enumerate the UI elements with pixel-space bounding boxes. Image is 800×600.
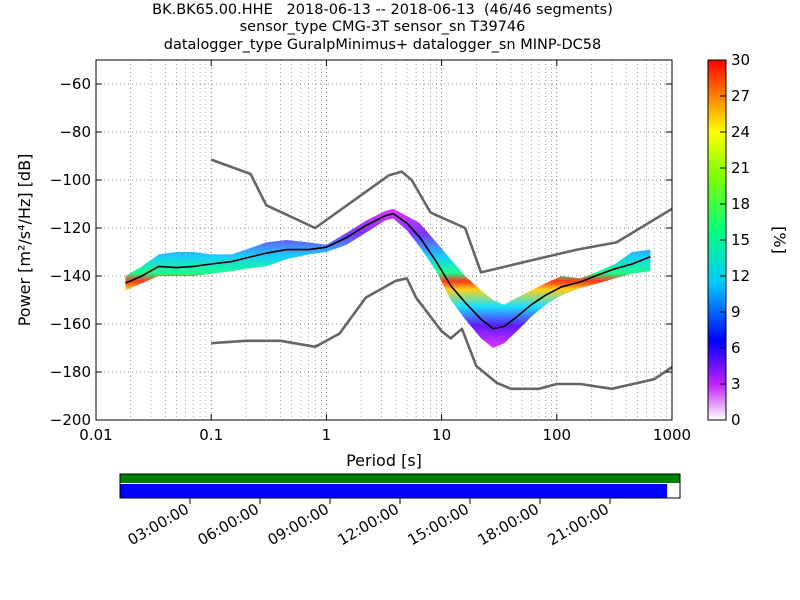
x-tick-label: 1000 bbox=[653, 426, 691, 444]
plot-grid bbox=[95, 60, 672, 421]
y-tick-label: −60 bbox=[59, 75, 91, 93]
colorbar-tick-label: 6 bbox=[731, 339, 741, 357]
time-tick-label: 12:00:00 bbox=[335, 500, 402, 549]
colorbar-tick-label: 24 bbox=[731, 123, 750, 141]
time-tick-label: 09:00:00 bbox=[265, 500, 332, 549]
colorbar-tick-label: 30 bbox=[731, 51, 750, 69]
y-tick-label: −80 bbox=[59, 123, 91, 141]
x-tick-label: 0.01 bbox=[79, 426, 112, 444]
chart-title-line-2: sensor_type CMG-3T sensor_sn T39746 bbox=[239, 19, 526, 35]
y-axis-title: Power [m²/s⁴/Hz] [dB] bbox=[15, 154, 34, 327]
colorbar-tick-label: 9 bbox=[731, 303, 741, 321]
colorbar-tick-label: 15 bbox=[731, 231, 750, 249]
colorbar-tick-label: 18 bbox=[731, 195, 750, 213]
high-noise-model-line bbox=[210, 158, 672, 274]
time-tick-label: 21:00:00 bbox=[545, 500, 612, 549]
plot-frame bbox=[95, 59, 673, 421]
time-axis-ticks: 03:00:00 06:00:00 09:00:00 12:00:00 15:00:00… bbox=[125, 498, 612, 549]
y-tick-label: −120 bbox=[50, 219, 91, 237]
x-axis-title: Period [s] bbox=[346, 451, 422, 470]
psd-density-layer bbox=[125, 208, 651, 348]
data-coverage-bar bbox=[119, 473, 681, 499]
colorbar-label: [%] bbox=[770, 226, 789, 254]
x-tick-label: 10 bbox=[432, 426, 451, 444]
coverage-bar-data bbox=[120, 474, 680, 483]
colorbar-tick-label: 3 bbox=[731, 375, 741, 393]
y-tick-label: −160 bbox=[50, 315, 91, 333]
y-tick-label: −100 bbox=[50, 171, 91, 189]
series-layer bbox=[125, 158, 672, 391]
x-tick-label: 0.1 bbox=[199, 426, 223, 444]
colorbar-tick-label: 27 bbox=[731, 87, 750, 105]
psd-density-band bbox=[125, 208, 651, 348]
x-axis-ticks: 0.01 0.1 1 10 100 1000 bbox=[79, 60, 691, 444]
colorbar-tick-label: 12 bbox=[731, 267, 750, 285]
y-tick-label: −140 bbox=[50, 267, 91, 285]
x-tick-label: 100 bbox=[542, 426, 571, 444]
colorbar-tick-label: 21 bbox=[731, 159, 750, 177]
time-tick-label: 18:00:00 bbox=[475, 500, 542, 549]
chart-title-line-1: BK.BK65.00.HHE 2018-06-13 -- 2018-06-13 … bbox=[152, 2, 613, 18]
y-tick-label: −180 bbox=[50, 363, 91, 381]
colorbar-tick-label: 0 bbox=[731, 411, 741, 429]
low-noise-model-line bbox=[211, 277, 672, 391]
time-tick-label: 06:00:00 bbox=[195, 500, 262, 549]
time-tick-label: 03:00:00 bbox=[125, 500, 192, 549]
x-tick-label: 1 bbox=[322, 426, 332, 444]
y-axis-ticks: −60 −80 −100 −120 −140 −160 −180 −200 bbox=[50, 75, 672, 429]
time-tick-label: 15:00:00 bbox=[405, 500, 472, 549]
coverage-bar-used bbox=[120, 484, 668, 498]
mode-line bbox=[125, 212, 651, 330]
y-tick-label: −200 bbox=[50, 411, 91, 429]
chart-title-line-3: datalogger_type GuralpMinimus+ datalogge… bbox=[163, 37, 602, 53]
